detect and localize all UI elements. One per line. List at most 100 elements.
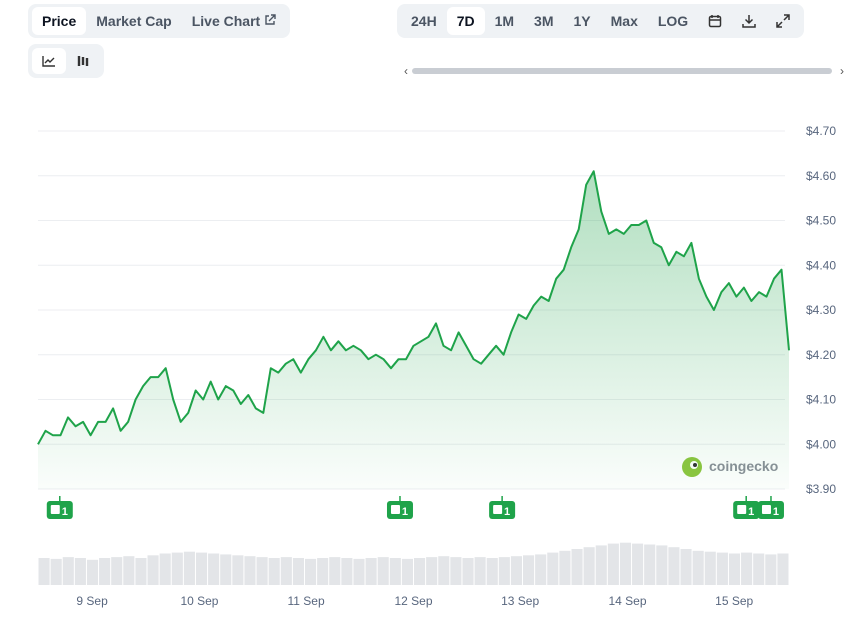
volume-bar [123, 556, 135, 585]
volume-bar [183, 551, 195, 585]
volume-bar [377, 557, 389, 585]
volume-bar [159, 553, 171, 585]
volume-bar [195, 552, 208, 585]
volume-bar [498, 557, 510, 585]
volume-bar [632, 543, 644, 585]
event-count: 1 [748, 506, 754, 518]
y-tick-label: $4.50 [806, 214, 836, 228]
volume-bar [401, 558, 413, 585]
tab[interactable]: Market Cap [96, 13, 172, 29]
volume-bar [644, 544, 656, 585]
volume-bar [268, 558, 280, 585]
volume-bar [583, 547, 595, 585]
volume-bar [438, 556, 450, 585]
volume-bar [147, 555, 159, 585]
tab[interactable]: Live Chart [182, 7, 286, 35]
event-icon [493, 505, 503, 514]
volume-bar [171, 552, 183, 585]
event-icon [737, 505, 747, 514]
volume-bar [317, 558, 329, 585]
range-group: 24H 7D 1M 3M 1Y Max LOG [397, 4, 805, 38]
event-icon [50, 505, 60, 514]
volume-bar [607, 543, 619, 585]
x-tick-label: 15 Sep [715, 594, 753, 608]
volume-bar [680, 549, 692, 585]
event-marker[interactable]: 1 [386, 496, 413, 519]
y-tick-label: $4.60 [806, 169, 836, 183]
price-area [38, 171, 789, 490]
volume-bar [232, 555, 244, 585]
volume-bar [62, 557, 74, 585]
x-tick-label: 11 Sep [288, 594, 325, 608]
icon [77, 56, 89, 66]
event-count: 1 [773, 506, 779, 518]
x-tick-label: 10 Sep [180, 594, 218, 608]
event-marker[interactable]: 1 [46, 496, 73, 519]
volume-bar [111, 557, 123, 585]
calendar-button[interactable] [698, 8, 732, 34]
x-tick-label: 12 Sep [394, 594, 432, 608]
event-marker[interactable]: 1 [489, 496, 516, 519]
volume-bar [741, 552, 753, 585]
chart-kind-group [28, 44, 104, 78]
x-tick-label: 14 Sep [609, 594, 647, 608]
volume-bar [704, 551, 716, 585]
volume-bar [414, 558, 426, 585]
range-button[interactable]: 3M [534, 13, 554, 29]
line-chart-button[interactable] [32, 48, 66, 74]
volume-bar [74, 558, 86, 585]
event-marker[interactable]: 1 [733, 496, 760, 519]
y-tick-label: $4.40 [806, 258, 836, 272]
volume-bar [595, 545, 607, 585]
volume-bar [559, 550, 571, 585]
event-badge [489, 501, 516, 519]
volume-bar [38, 558, 50, 585]
fullscreen-button[interactable] [766, 8, 800, 34]
volume-bar [353, 558, 365, 585]
price-line [37, 170, 790, 445]
range-button[interactable]: 1Y [573, 13, 591, 29]
volume-bar [99, 558, 111, 585]
volume-bar [389, 558, 401, 585]
volume-bar [716, 552, 728, 585]
volume-bar [220, 554, 232, 585]
icon [708, 15, 722, 28]
volume-bar [692, 550, 704, 585]
volume-bar [777, 553, 789, 585]
range-button[interactable]: Max [610, 13, 638, 29]
volume-bar [668, 547, 680, 585]
volume-bar [292, 558, 304, 585]
icon [42, 56, 55, 67]
event-marker[interactable]: 1 [757, 496, 784, 519]
y-tick-label: $4.10 [806, 393, 836, 407]
range-button[interactable]: 24H [411, 13, 437, 29]
range-button[interactable]: 1M [494, 13, 515, 29]
scroll-left[interactable]: ‹ [404, 64, 408, 78]
volume-bar [304, 558, 317, 585]
volume-bar [547, 552, 559, 585]
range-button[interactable]: LOG [657, 13, 689, 29]
range-button[interactable]: 7D [446, 7, 485, 35]
candle-chart-button[interactable] [66, 48, 100, 74]
icon [742, 15, 756, 28]
event-count: 1 [62, 506, 68, 518]
volume-bar [86, 559, 99, 585]
y-tick-label: $3.90 [806, 482, 836, 496]
volume-bar [462, 558, 474, 585]
icon [776, 14, 790, 28]
download-button[interactable] [732, 8, 766, 34]
volume-bar [450, 557, 462, 585]
tab-group: Price Market Cap Live Chart [28, 4, 291, 38]
volume-bar [523, 555, 535, 585]
scroll-right[interactable]: › [840, 64, 844, 78]
event-icon [761, 505, 771, 514]
volume-bar [244, 556, 256, 585]
tab-label: Live Chart [191, 13, 261, 29]
volume-bar [426, 557, 438, 585]
volume-bar [535, 554, 547, 585]
y-tick-label: $4.70 [806, 124, 836, 138]
y-tick-label: $4.20 [806, 348, 836, 362]
scrollbar[interactable] [412, 68, 832, 74]
tab[interactable]: Price [32, 7, 87, 35]
